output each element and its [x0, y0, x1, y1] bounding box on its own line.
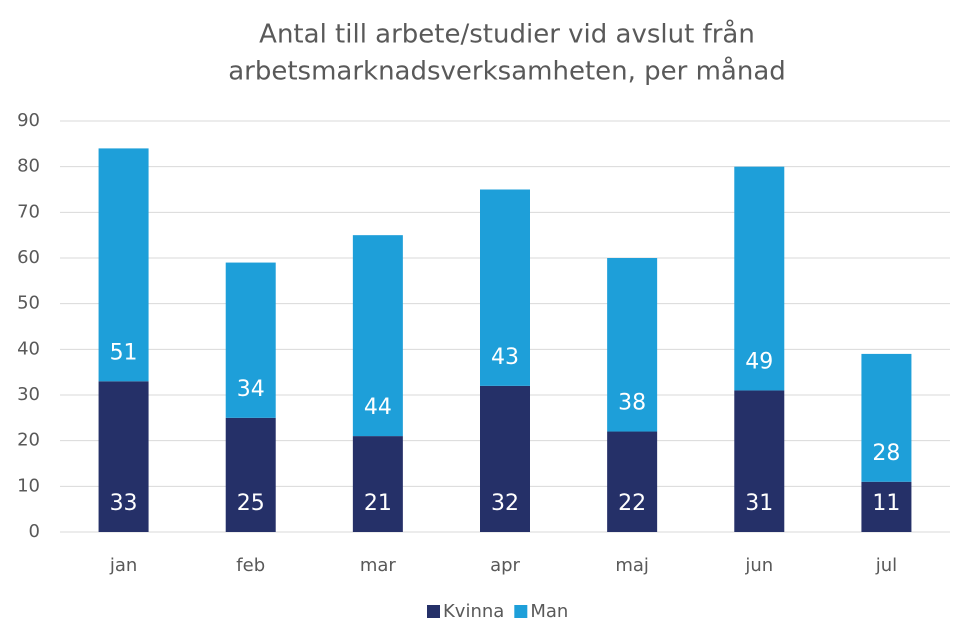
- bar-segment: [98, 381, 149, 532]
- data-label: 34: [237, 377, 265, 402]
- legend-swatch: [427, 605, 440, 618]
- bar-segment: [607, 258, 658, 432]
- bar-segment: [861, 481, 912, 532]
- bar-segment: [98, 148, 149, 382]
- data-label: 38: [618, 391, 646, 416]
- y-tick-label: 60: [17, 247, 40, 268]
- y-tick-label: 80: [17, 156, 40, 177]
- bar-segment: [861, 353, 912, 482]
- chart-title: Antal till arbete/studier vid avslut frå…: [259, 19, 755, 50]
- x-tick-label: feb: [236, 555, 265, 576]
- x-tick-label: jun: [744, 555, 773, 576]
- bar-segment: [607, 431, 658, 532]
- y-tick-label: 30: [17, 384, 40, 405]
- legend-label: Man: [530, 601, 568, 622]
- x-tick-label: apr: [490, 555, 520, 576]
- x-tick-label: jul: [875, 555, 897, 576]
- data-label: 51: [110, 340, 138, 365]
- y-tick-label: 20: [17, 430, 40, 451]
- bar-segment: [352, 436, 403, 532]
- data-label: 32: [491, 491, 519, 516]
- bar-segment: [734, 390, 785, 532]
- y-tick-label: 90: [17, 110, 40, 131]
- bar-segment: [734, 166, 785, 391]
- y-tick-label: 0: [29, 521, 40, 542]
- y-tick-label: 70: [17, 201, 40, 222]
- x-tick-label: jan: [109, 555, 137, 576]
- x-tick-label: maj: [615, 555, 649, 576]
- data-label: 33: [110, 491, 138, 516]
- bar-segment: [225, 262, 276, 418]
- y-tick-label: 10: [17, 475, 40, 496]
- data-label: 49: [745, 349, 773, 374]
- chart-title: arbetsmarknadsverksamheten, per månad: [228, 56, 786, 87]
- data-label: 11: [872, 491, 900, 516]
- data-label: 31: [745, 491, 773, 516]
- x-tick-label: mar: [360, 555, 397, 576]
- data-label: 44: [364, 395, 392, 420]
- bar-segment: [225, 417, 276, 532]
- bar-segment: [352, 235, 403, 437]
- data-label: 21: [364, 491, 392, 516]
- bar-segment: [480, 385, 530, 532]
- y-tick-label: 40: [17, 338, 40, 359]
- data-label: 25: [237, 491, 265, 516]
- legend-swatch: [514, 605, 528, 618]
- legend-label: Kvinna: [443, 601, 504, 622]
- y-tick-label: 50: [17, 293, 40, 314]
- data-label: 28: [872, 441, 900, 466]
- data-label: 22: [618, 491, 646, 516]
- data-label: 43: [491, 345, 519, 370]
- bar-segment: [480, 189, 530, 386]
